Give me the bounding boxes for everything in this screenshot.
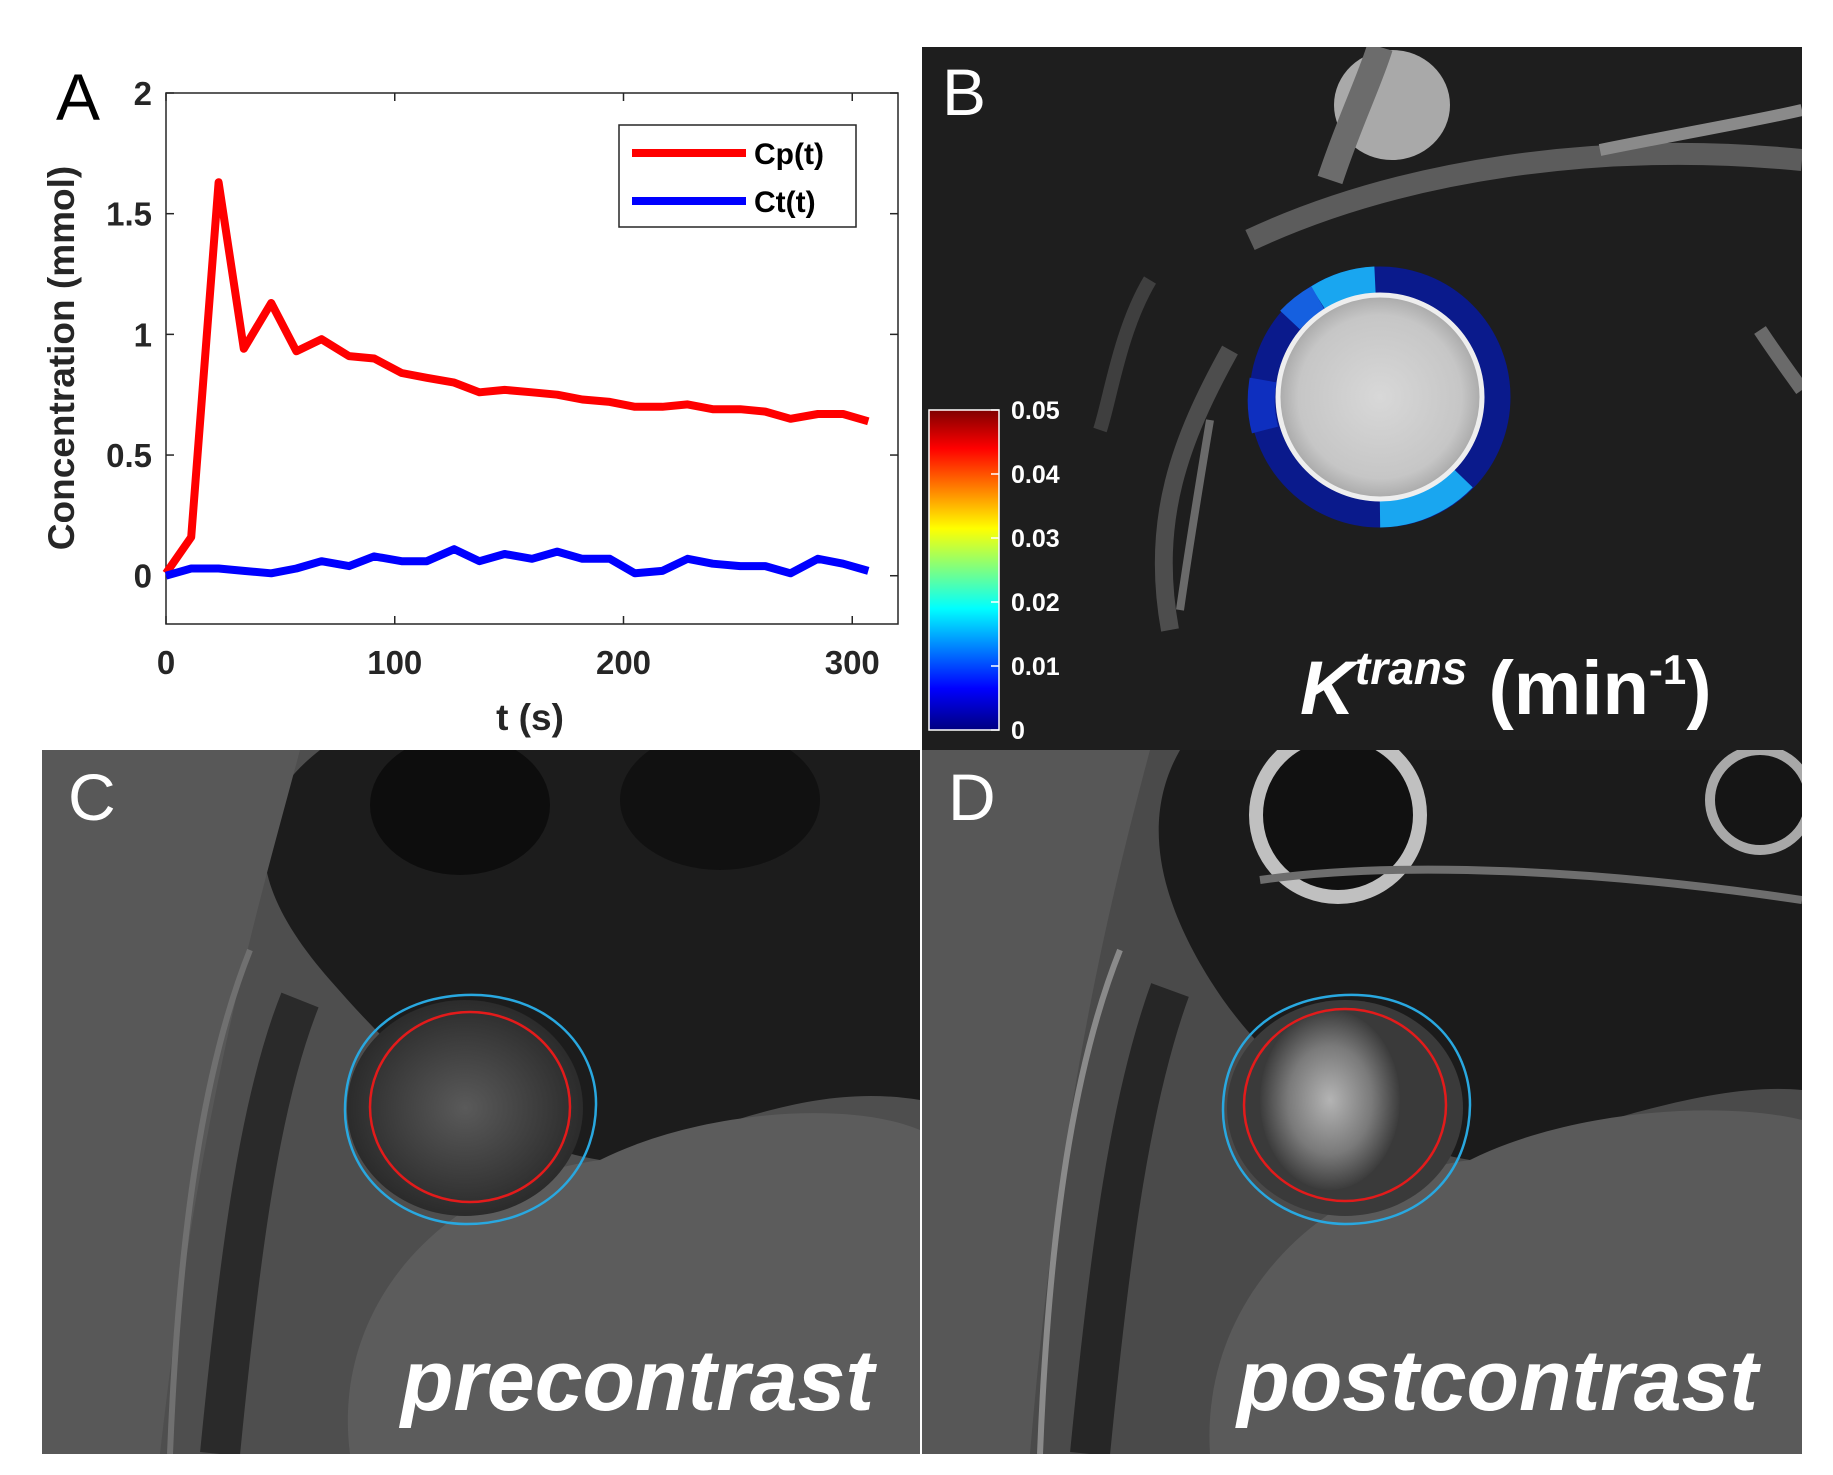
colorbar-tick-label: 0.01 bbox=[1011, 653, 1060, 681]
x-tick-label: 0 bbox=[157, 644, 175, 681]
outer-wall-contour bbox=[1221, 993, 1472, 1226]
vessel-dark-lumen bbox=[620, 750, 820, 870]
y-tick-label: 0.5 bbox=[106, 437, 152, 474]
tissue-band bbox=[1754, 326, 1802, 395]
colorbar-tick-label: 0 bbox=[1011, 717, 1025, 745]
panel-c-caption: precontrast bbox=[399, 1333, 877, 1429]
tissue-band bbox=[1093, 276, 1157, 433]
tissue-stripe bbox=[167, 948, 253, 1454]
ktrans-unit-open: (min bbox=[1467, 646, 1649, 731]
ktrans-ring-hot-segment bbox=[1247, 377, 1279, 434]
legend-label-cp: Cp(t) bbox=[754, 138, 824, 171]
panel-c-letter: C bbox=[68, 760, 116, 834]
tissue-band bbox=[1176, 419, 1214, 611]
x-tick-label: 300 bbox=[825, 644, 880, 681]
left-structure bbox=[42, 750, 300, 1454]
legend-label-ct: Ct(t) bbox=[754, 186, 816, 219]
ktrans-sup: trans bbox=[1355, 642, 1467, 694]
outer-wall-contour bbox=[343, 993, 598, 1226]
large-organ bbox=[1209, 1110, 1802, 1454]
ktrans-unit-close: ) bbox=[1686, 646, 1711, 731]
inner-lumen-contour bbox=[1242, 1007, 1448, 1203]
x-tick-label: 200 bbox=[596, 644, 651, 681]
enhancing-plaque bbox=[1260, 1010, 1400, 1190]
colorbar-tick-label: 0.02 bbox=[1011, 589, 1060, 617]
tissue-stripe bbox=[200, 992, 319, 1454]
panel-d: D postcontrast bbox=[922, 750, 1802, 1454]
vessel-bright-wall bbox=[1249, 750, 1427, 904]
legend-box bbox=[618, 124, 857, 228]
colorbar-tick-label: 0.04 bbox=[1011, 461, 1060, 489]
panel-d-caption: postcontrast bbox=[1235, 1333, 1761, 1429]
inner-lumen-contour bbox=[368, 1010, 572, 1204]
colorbar-ticks: 0.05 0.04 0.03 0.02 0.01 0 bbox=[991, 397, 1060, 745]
x-tick-label: 100 bbox=[367, 644, 422, 681]
y-tick-label: 1.5 bbox=[106, 196, 152, 233]
y-axis-label: Concentration (mmol) bbox=[41, 166, 82, 550]
ktrans-unit-sup: -1 bbox=[1649, 646, 1686, 693]
panel-c: C precontrast bbox=[42, 750, 920, 1454]
panel-b-letter: B bbox=[942, 55, 986, 129]
series-line-0 bbox=[162, 178, 870, 576]
colorbar: 0.05 0.04 0.03 0.02 0.01 0 bbox=[928, 397, 1060, 745]
y-tick-label: 1 bbox=[134, 316, 152, 353]
lumen-rim bbox=[1275, 292, 1485, 502]
y-tick-label: 2 bbox=[134, 75, 152, 112]
tissue-band bbox=[1317, 47, 1393, 185]
colorbar-tick-label: 0.05 bbox=[1011, 397, 1060, 425]
colorbar-gradient bbox=[928, 409, 1000, 731]
tissue-band bbox=[1245, 142, 1802, 250]
panel-d-letter: D bbox=[948, 760, 996, 834]
ktrans-label: Ktrans (min-1) bbox=[1300, 642, 1712, 731]
series-line-1 bbox=[164, 545, 870, 580]
tissue-band bbox=[1598, 104, 1802, 156]
vessel-lumen bbox=[1278, 295, 1482, 499]
y-tick-label: 0 bbox=[134, 558, 152, 595]
left-structure bbox=[922, 750, 1150, 1454]
vessel-bright-wall bbox=[1705, 750, 1802, 855]
vessel-wall bbox=[347, 1000, 583, 1216]
ktrans-ring-hot-segment bbox=[1280, 286, 1326, 330]
tissue-band bbox=[1154, 345, 1238, 632]
panel-b: 0.05 0.04 0.03 0.02 0.01 0 B Ktrans (min-1) bbox=[922, 47, 1802, 750]
vessel-dark-lumen bbox=[370, 750, 550, 875]
tissue-stripe bbox=[1259, 865, 1802, 904]
ktrans-ring-hot-segment bbox=[1310, 266, 1377, 310]
colorbar-tick-label: 0.03 bbox=[1011, 525, 1060, 553]
ktrans-k: K bbox=[1300, 646, 1360, 731]
tissue-stripe bbox=[1037, 948, 1123, 1454]
ktrans-ring-hot-segment bbox=[1379, 468, 1473, 528]
legend: Cp(t) Ct(t) bbox=[618, 124, 857, 228]
chart-layer: 0 100 200 300 0 0.5 1 1.5 2 bbox=[106, 75, 898, 681]
x-axis-label: t (s) bbox=[496, 697, 564, 738]
tissue-stripe bbox=[1070, 983, 1189, 1454]
panel-a-letter: A bbox=[56, 60, 100, 134]
